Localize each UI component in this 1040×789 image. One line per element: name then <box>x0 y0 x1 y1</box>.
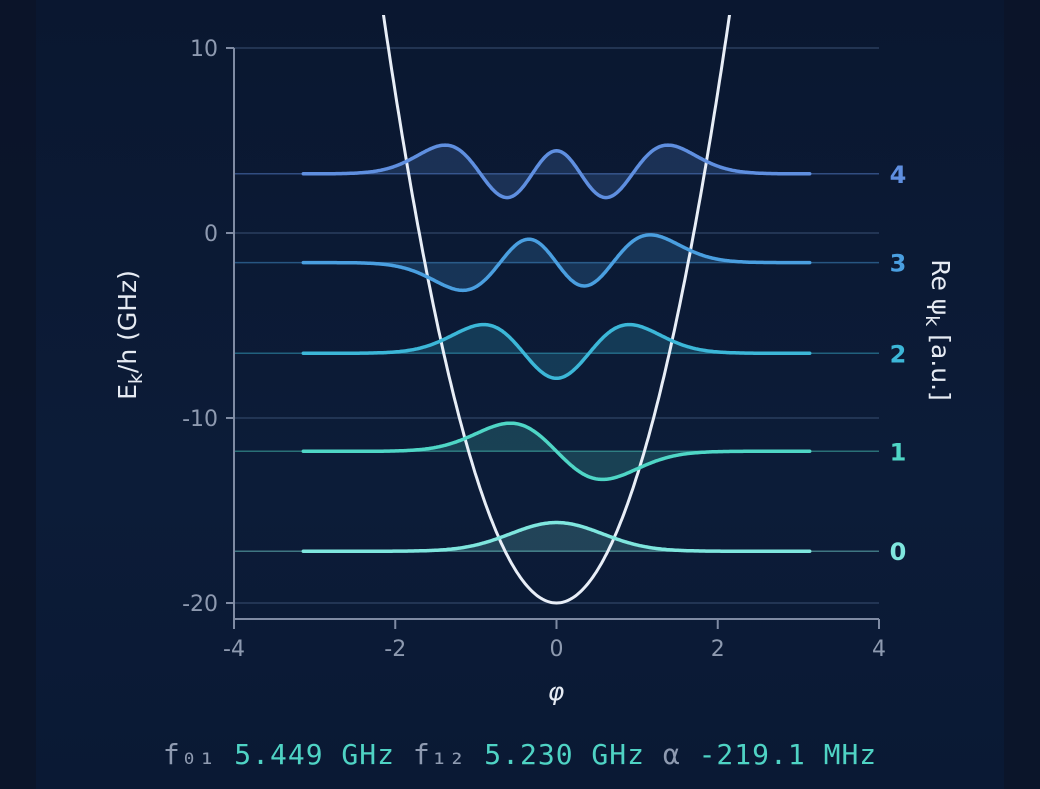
wavefunction-curve <box>301 520 812 553</box>
y-tick-label: 10 <box>190 37 218 62</box>
potential-group <box>381 15 732 605</box>
y-tick-label: -10 <box>182 407 218 432</box>
level-label: 4 <box>890 161 907 189</box>
y-tick-label: 0 <box>204 222 218 247</box>
f01-value: 5.449 GHz <box>234 738 395 771</box>
x-tick-label: 0 <box>550 637 564 662</box>
wavefunction-fill <box>303 522 810 552</box>
wavefunction-curve <box>301 233 812 293</box>
y-tick-labels: 10 0 -10 -20 <box>182 37 218 617</box>
right-axis-label: Re ψk [a.u.] <box>921 259 955 401</box>
gridlines <box>234 47 879 604</box>
f12-value: 5.230 GHz <box>484 738 645 771</box>
x-tick-label: -2 <box>384 637 406 662</box>
transition-summary: f₀₁ 5.449 GHz f₁₂ 5.230 GHz α -219.1 MHz <box>0 738 1040 784</box>
level-label: 1 <box>890 438 907 466</box>
anharmonicity-label: α <box>662 738 681 771</box>
anharmonicity-value: -219.1 MHz <box>698 738 878 771</box>
x-axis-label: φ <box>548 677 565 706</box>
f01-label: f₀₁ <box>162 738 217 771</box>
x-tick-label: -4 <box>223 637 245 662</box>
axes <box>226 47 880 629</box>
wavefunction-fills <box>303 145 810 552</box>
wavefunction-fill <box>303 145 810 198</box>
f12-label: f₁₂ <box>412 738 467 771</box>
x-tick-label: 4 <box>872 637 886 662</box>
level-labels: 0 1 2 3 4 <box>890 161 907 566</box>
wavefunction-curve <box>301 143 812 200</box>
x-tick-labels: -4 -2 0 2 4 <box>223 637 886 662</box>
wavefunction-curves <box>301 143 812 553</box>
right-edge-shade <box>1004 0 1040 789</box>
wavefunction-curve <box>301 322 812 381</box>
level-label: 0 <box>890 538 907 566</box>
y-axis-label: Ek/h (GHz) <box>113 270 147 400</box>
x-tick-label: 2 <box>711 637 725 662</box>
level-label: 2 <box>890 340 907 368</box>
level-label: 3 <box>890 250 907 278</box>
potential-curve <box>381 15 732 605</box>
left-edge-shade <box>0 0 36 789</box>
wavefunction-curve <box>301 421 812 482</box>
y-tick-label: -20 <box>182 592 218 617</box>
